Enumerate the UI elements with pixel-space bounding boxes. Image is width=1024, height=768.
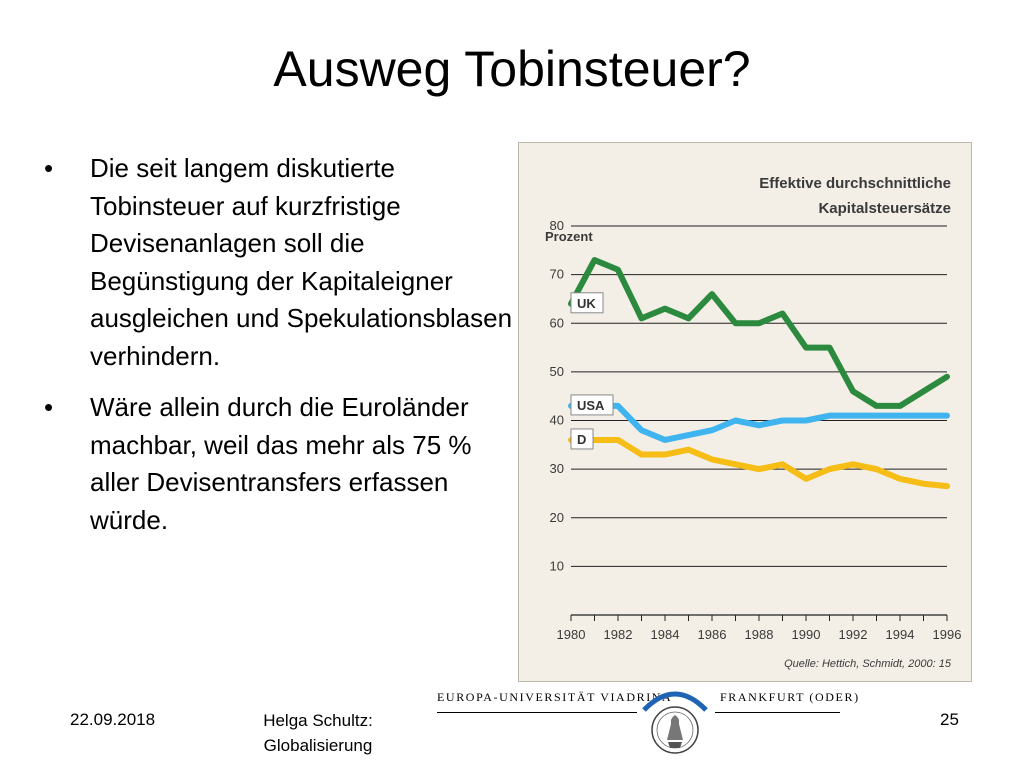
seal-arc: [642, 691, 708, 712]
footer-author-line2: Globalisierung: [263, 736, 373, 755]
university-name-left: EUROPA-UNIVERSITÄT VIADRINA: [437, 690, 673, 704]
y-tick-label: 30: [550, 461, 564, 476]
university-rule-right: [715, 712, 840, 713]
bullet-marker: •: [44, 153, 54, 183]
series-label-d: D: [570, 428, 594, 450]
x-tick-label: 1994: [886, 627, 915, 642]
page-number: 25: [940, 710, 959, 729]
x-tick-label: 1980: [557, 627, 586, 642]
y-tick-label: 50: [550, 364, 564, 379]
x-tick-label: 1992: [839, 627, 868, 642]
svg-text:UK: UK: [577, 296, 596, 311]
svg-text:USA: USA: [577, 398, 605, 413]
svg-text:D: D: [577, 432, 586, 447]
x-tick-label: 1990: [792, 627, 821, 642]
x-tick-label: 1996: [933, 627, 962, 642]
y-tick-label: 40: [550, 413, 564, 428]
y-tick-label: 80: [550, 218, 564, 233]
series-label-uk: UK: [570, 292, 604, 314]
bullet-marker: •: [44, 392, 54, 422]
university-seal-logo: [642, 691, 708, 754]
chart-source: Quelle: Hettich, Schmidt, 2000: 15: [784, 658, 952, 670]
chart-panel: Effektive durchschnittliche Kapitalsteue…: [518, 142, 972, 682]
series-line-usa: [568, 402, 950, 443]
university-name-right: FRANKFURT (ODER): [720, 690, 860, 704]
series-line-d: [568, 436, 950, 490]
y-tick-label: 60: [550, 315, 564, 330]
slide-title: Ausweg Tobinsteuer?: [273, 41, 751, 97]
chart-title-line1: Effektive durchschnittliche: [759, 175, 951, 192]
bullet-item: • Wäre allein durch die Euroländer machb…: [44, 389, 514, 539]
x-tick-label: 1982: [604, 627, 633, 642]
y-tick-label: 20: [550, 510, 564, 525]
bullet-list: • Die seit langem diskutierte Tobinsteue…: [44, 150, 514, 553]
series-label-usa: USA: [570, 394, 614, 416]
x-tick-label: 1984: [651, 627, 680, 642]
y-tick-label: 10: [550, 558, 564, 573]
line-chart: Effektive durchschnittliche Kapitalsteue…: [545, 175, 962, 670]
footer-date: 22.09.2018: [70, 710, 156, 729]
chart-title-line2: Kapitalsteuersätze: [818, 200, 951, 217]
x-tick-label: 1986: [698, 627, 727, 642]
bullet-item: • Die seit langem diskutierte Tobinsteue…: [44, 150, 514, 375]
university-rule-left: [437, 712, 637, 713]
footer-author-line1: Helga Schultz:: [263, 711, 373, 730]
series-line-uk: [568, 257, 950, 409]
footer-author: Helga Schultz: Globalisierung: [238, 708, 398, 758]
y-tick-label: 70: [550, 267, 564, 282]
bullet-text: Wäre allein durch die Euroländer machbar…: [90, 392, 472, 535]
bullet-text: Die seit langem diskutierte Tobinsteuer …: [90, 153, 513, 371]
x-tick-label: 1988: [745, 627, 774, 642]
y-axis-label: Prozent: [545, 229, 593, 244]
